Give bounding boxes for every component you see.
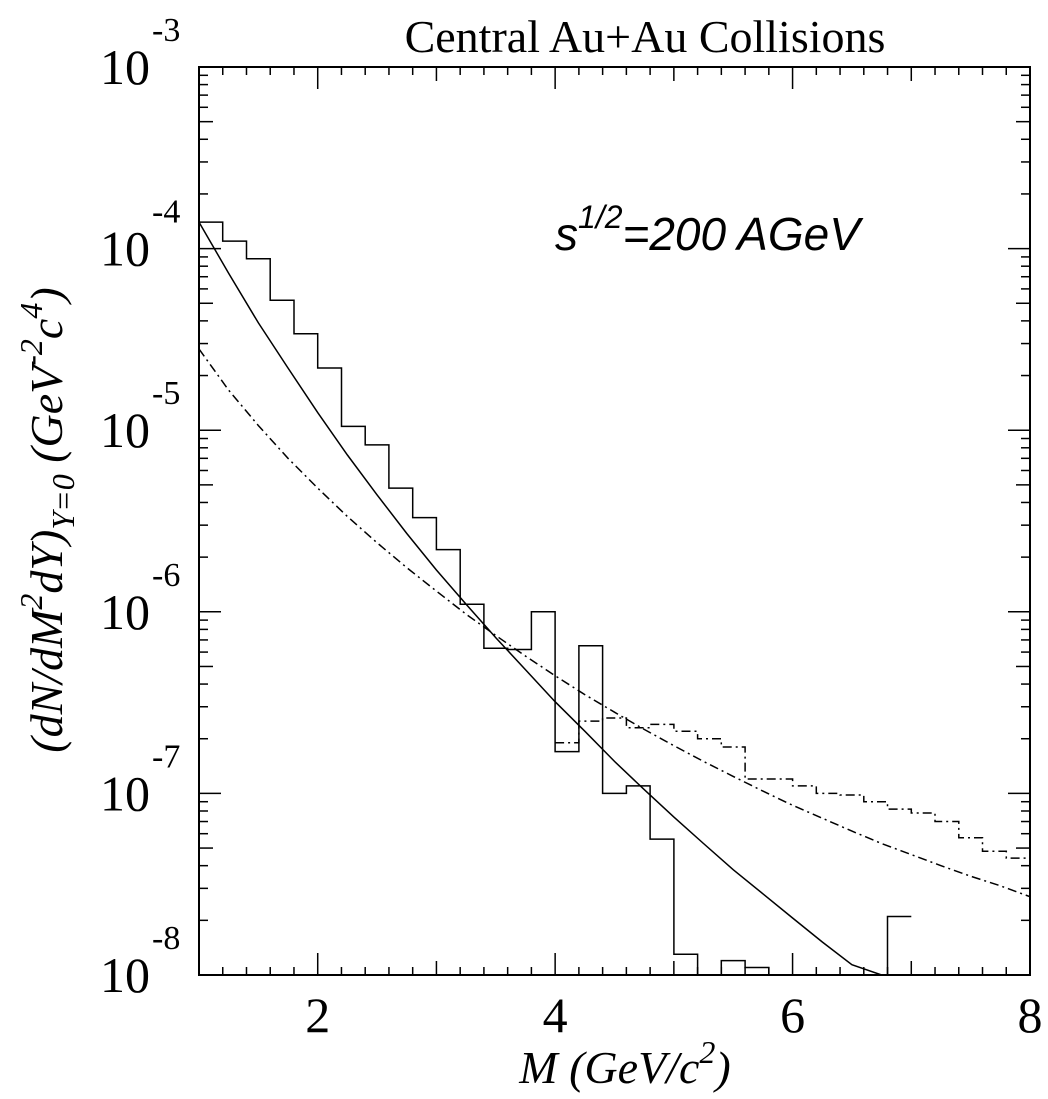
energy-annotation: s1/2=200 AGeV	[555, 199, 864, 260]
annotation-exponent: 1/2	[578, 199, 623, 235]
x-axis-label-main: M (GeV/c	[518, 1042, 699, 1093]
series-line-3	[199, 221, 1030, 975]
x-tick-label: 2	[305, 987, 330, 1043]
y-axis-label-part5: )	[21, 287, 72, 305]
plot-frame	[198, 66, 1031, 976]
series-line-2	[555, 717, 1030, 859]
y-axis-label-part3: (GeV	[21, 361, 72, 474]
x-tick-label: 4	[543, 987, 568, 1043]
y-tick-label-base: 10	[100, 39, 150, 95]
y-axis-label-sup1: 2	[13, 594, 49, 610]
axis-ticks	[198, 66, 1031, 976]
y-tick-labels: 10-310-410-510-610-710-8	[100, 12, 180, 1003]
y-axis-label-part1: (dN/dM	[21, 607, 72, 753]
x-tick-labels: 2 4 6 8	[305, 987, 1042, 1043]
y-tick-label-exponent: -4	[152, 194, 180, 231]
y-tick-label-base: 10	[100, 584, 150, 640]
y-tick-label-base: 10	[100, 765, 150, 821]
y-axis-label-part2: dY)	[21, 530, 72, 594]
y-tick-label-exponent: -7	[152, 738, 180, 775]
x-axis-label-sup: 2	[699, 1034, 715, 1070]
y-axis-label-sup2: -2	[13, 339, 49, 366]
series-line-4	[199, 348, 1030, 898]
annotation-rest: =200 AGeV	[622, 208, 864, 260]
annotation-base: s	[555, 208, 578, 260]
x-tick-label: 6	[780, 987, 805, 1043]
series-group	[199, 221, 1030, 975]
y-tick-label-exponent: -6	[152, 557, 180, 594]
y-axis-label-part4: c	[21, 319, 72, 339]
y-axis-label-sup3: 4	[13, 303, 49, 319]
y-tick-label-base: 10	[100, 402, 150, 458]
x-axis-label: M (GeV/c2)	[518, 1034, 730, 1093]
y-tick-label-exponent: -5	[152, 375, 180, 412]
y-axis-label: (dN/dM2dY)Y=0 (GeV-2c4)	[13, 287, 81, 752]
y-tick-label-base: 10	[100, 221, 150, 277]
series-line-1	[199, 221, 912, 975]
y-axis-label-sub: Y=0	[45, 474, 81, 529]
x-tick-label: 8	[1018, 987, 1043, 1043]
y-tick-label-exponent: -3	[152, 12, 180, 49]
y-tick-label-exponent: -8	[152, 920, 180, 957]
x-axis-label-close: )	[712, 1042, 730, 1093]
y-tick-label-base: 10	[100, 947, 150, 1003]
chart-title: Central Au+Au Collisions	[405, 11, 886, 62]
